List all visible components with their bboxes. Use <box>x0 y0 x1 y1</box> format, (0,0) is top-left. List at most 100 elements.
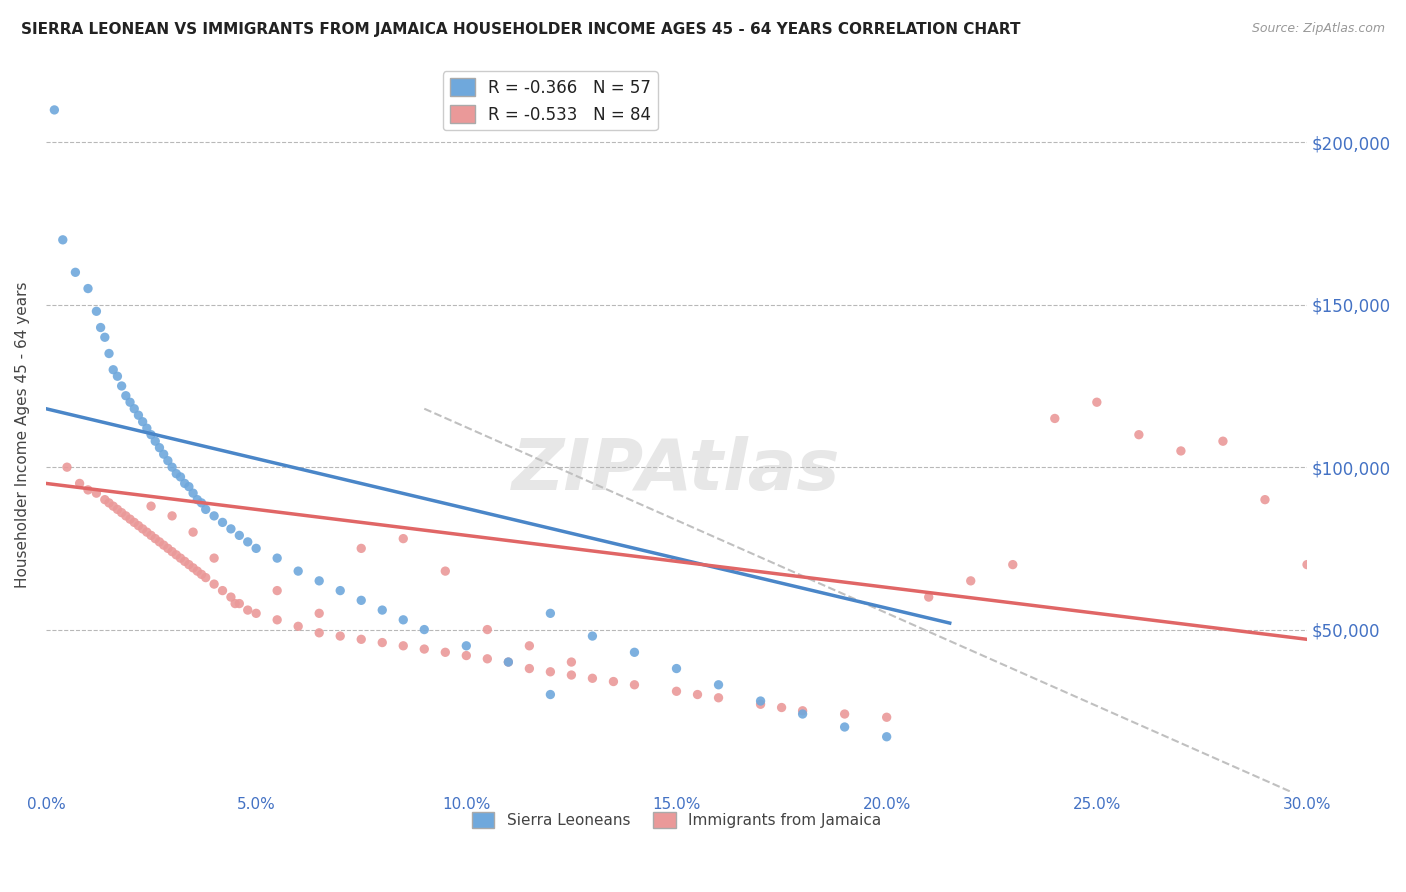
Point <box>103 499 125 513</box>
Point <box>115 508 138 523</box>
Point <box>560 668 582 682</box>
Point <box>169 551 191 566</box>
Point <box>329 629 352 643</box>
Point <box>135 421 157 435</box>
Point <box>1001 558 1024 572</box>
Point <box>392 639 415 653</box>
Point <box>350 541 373 556</box>
Point <box>456 648 478 663</box>
Point <box>181 561 204 575</box>
Point <box>876 710 898 724</box>
Point <box>152 538 174 552</box>
Point <box>173 554 195 568</box>
Point <box>792 706 814 721</box>
Point <box>173 476 195 491</box>
Point <box>186 564 208 578</box>
Text: SIERRA LEONEAN VS IMMIGRANTS FROM JAMAICA HOUSEHOLDER INCOME AGES 45 - 64 YEARS : SIERRA LEONEAN VS IMMIGRANTS FROM JAMAIC… <box>21 22 1021 37</box>
Point <box>202 577 225 591</box>
Point <box>186 492 208 507</box>
Point <box>148 534 170 549</box>
Point <box>165 467 187 481</box>
Point <box>194 502 217 516</box>
Point <box>107 369 129 384</box>
Point <box>1296 558 1319 572</box>
Point <box>228 528 250 542</box>
Point <box>211 583 233 598</box>
Point <box>434 645 457 659</box>
Point <box>1212 434 1234 449</box>
Text: Source: ZipAtlas.com: Source: ZipAtlas.com <box>1251 22 1385 36</box>
Point <box>181 486 204 500</box>
Point <box>686 688 709 702</box>
Point <box>135 525 157 540</box>
Point <box>266 613 288 627</box>
Point <box>211 516 233 530</box>
Point <box>392 532 415 546</box>
Point <box>115 389 138 403</box>
Point <box>77 483 100 497</box>
Point <box>44 103 66 117</box>
Point <box>477 623 499 637</box>
Point <box>139 427 162 442</box>
Point <box>118 395 141 409</box>
Point <box>665 684 688 698</box>
Point <box>665 661 688 675</box>
Point <box>118 512 141 526</box>
Point <box>792 704 814 718</box>
Point <box>169 470 191 484</box>
Point <box>498 655 520 669</box>
Point <box>266 551 288 566</box>
Point <box>127 518 149 533</box>
Point <box>350 632 373 647</box>
Point <box>329 583 352 598</box>
Point <box>228 597 250 611</box>
Point <box>139 528 162 542</box>
Point <box>538 688 561 702</box>
Point <box>52 233 75 247</box>
Text: ZIPAtlas: ZIPAtlas <box>512 436 841 505</box>
Point <box>122 516 145 530</box>
Point <box>959 574 981 588</box>
Point <box>156 453 179 467</box>
Point <box>392 613 415 627</box>
Point <box>413 623 436 637</box>
Point <box>107 502 129 516</box>
Point <box>177 558 200 572</box>
Point <box>581 629 603 643</box>
Point <box>122 401 145 416</box>
Point <box>519 661 541 675</box>
Point <box>131 415 153 429</box>
Point <box>581 671 603 685</box>
Point <box>602 674 624 689</box>
Point <box>519 639 541 653</box>
Point <box>177 480 200 494</box>
Point <box>143 434 166 449</box>
Point <box>707 678 730 692</box>
Point <box>236 534 259 549</box>
Point <box>65 265 87 279</box>
Legend: Sierra Leoneans, Immigrants from Jamaica: Sierra Leoneans, Immigrants from Jamaica <box>465 805 887 834</box>
Point <box>434 564 457 578</box>
Point <box>371 603 394 617</box>
Point <box>56 460 79 475</box>
Point <box>152 447 174 461</box>
Point <box>219 522 242 536</box>
Point <box>834 706 856 721</box>
Point <box>749 694 772 708</box>
Point <box>160 460 183 475</box>
Point <box>190 567 212 582</box>
Point <box>1043 411 1066 425</box>
Point <box>287 619 309 633</box>
Point <box>371 635 394 649</box>
Point <box>245 541 267 556</box>
Point <box>219 590 242 604</box>
Point <box>86 304 108 318</box>
Point <box>918 590 941 604</box>
Point <box>560 655 582 669</box>
Point <box>287 564 309 578</box>
Point <box>1128 427 1150 442</box>
Point <box>156 541 179 556</box>
Point <box>194 571 217 585</box>
Y-axis label: Householder Income Ages 45 - 64 years: Householder Income Ages 45 - 64 years <box>15 282 30 588</box>
Point <box>131 522 153 536</box>
